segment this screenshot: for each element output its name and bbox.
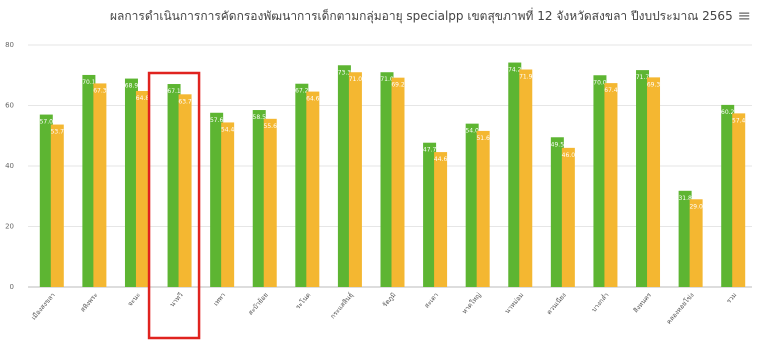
data-label: 71.7 [636,74,650,81]
x-tick-label: กระแสสินธุ์ [329,291,355,320]
data-label: 69.2 [391,82,405,89]
hamburger-menu-icon[interactable]: ≡ [737,6,751,25]
x-tick-label: คลองหอยโข่ง [665,291,696,326]
bar-series-2 [221,122,235,287]
data-label: 73.3 [338,69,352,76]
data-label: 58.5 [253,114,267,121]
data-label: 68.9 [125,83,139,90]
data-label: 70.1 [82,79,96,86]
data-label: 71.0 [349,76,363,83]
y-tick-label: 20 [5,223,14,231]
bar-series-1 [678,190,692,287]
bar-series-2 [476,130,490,287]
highlight-box [147,71,201,340]
y-tick-label: 80 [5,41,14,49]
x-tick-label: สะบ้าย้อย [246,291,269,317]
x-tick-label: เมืองสงขลา [30,291,57,322]
x-tick-label: ควนเนียง [545,291,568,316]
y-tick-label: 0 [10,283,14,291]
x-tick-label: นาทวี [168,291,185,309]
data-label: 69.3 [647,81,661,88]
bar-series-1 [252,110,266,287]
data-label: 53.7 [51,129,65,136]
bar-series-2 [561,147,575,287]
x-tick-label: รัตภูมิ [381,291,398,309]
data-label: 31.8 [678,195,692,202]
data-label: 67.1 [167,88,181,95]
data-label: 74.2 [508,67,522,74]
bar-series-1 [593,75,607,287]
x-tick-label: สิงหนคร [632,291,654,315]
bar-series-1 [82,74,96,287]
chart-title: ผลการดำเนินการการคัดกรองพัฒนาการเด็กตามก… [110,9,733,23]
data-label: 57.0 [40,119,54,126]
data-label: 46.0 [562,152,576,159]
bar-series-1 [423,142,437,287]
bar-series-2 [348,72,362,287]
bar-series-2 [50,124,64,288]
y-tick-label: 60 [5,102,14,110]
x-tick-label: หาดใหญ่ [460,291,483,316]
data-label: 55.6 [264,123,278,130]
bar-series-1 [39,114,53,287]
bar-series-2 [732,113,746,288]
x-tick-label: จะนะ [126,291,142,308]
bar-series-1 [508,62,522,287]
bar-series-1 [380,72,394,287]
data-label: 54.4 [221,126,235,133]
bar-series-2 [263,118,277,287]
y-tick-label: 40 [5,162,14,170]
bar-series-1 [721,104,735,288]
bar-series-2 [306,91,320,288]
bar-series-1 [295,83,309,287]
bar-series-2 [391,77,405,287]
bar-series-2 [93,83,107,287]
x-tick-label: บางกล่ำ [589,290,611,313]
data-label: 54.0 [465,128,479,135]
data-label: 63.7 [178,98,192,105]
bar-series-2 [604,83,618,288]
data-label: 57.6 [210,117,224,124]
x-tick-label: ระโนด [294,291,312,311]
bar-series-2 [434,152,448,287]
x-tick-label: สทิงพระ [79,291,100,314]
bar-series-1 [124,78,138,287]
bar-series-2 [135,90,149,287]
x-tick-label: รวม [725,291,738,305]
x-tick-label: สะเดา [423,291,441,310]
data-label: 67.4 [604,87,618,94]
data-label: 51.6 [476,135,490,142]
bar-series-2 [519,69,533,287]
bar-series-1 [210,112,224,287]
data-label: 47.7 [423,147,437,154]
bar-series-1 [550,137,564,287]
data-label: 60.2 [721,109,735,116]
bar-series-1 [465,123,479,288]
x-tick-label: นาหม่อม [503,291,525,315]
bar-series-2 [178,94,192,288]
x-tick-label: เทพา [212,291,228,307]
bar-series-1 [636,70,650,287]
data-label: 67.3 [93,87,107,94]
data-label: 64.6 [306,96,320,103]
data-label: 57.4 [732,117,746,124]
data-label: 67.2 [295,88,309,95]
bar-series-2 [689,199,703,287]
data-label: 64.8 [136,95,150,102]
data-label: 44.6 [434,156,448,163]
data-label: 70.0 [593,79,607,86]
bar-series-2 [647,77,661,288]
data-label: 71.9 [519,74,533,81]
data-label: 71.0 [380,76,394,83]
data-label: 49.5 [551,141,565,148]
data-label: 29.0 [689,203,703,210]
bar-series-1 [167,84,181,288]
bar-series-1 [337,65,351,287]
